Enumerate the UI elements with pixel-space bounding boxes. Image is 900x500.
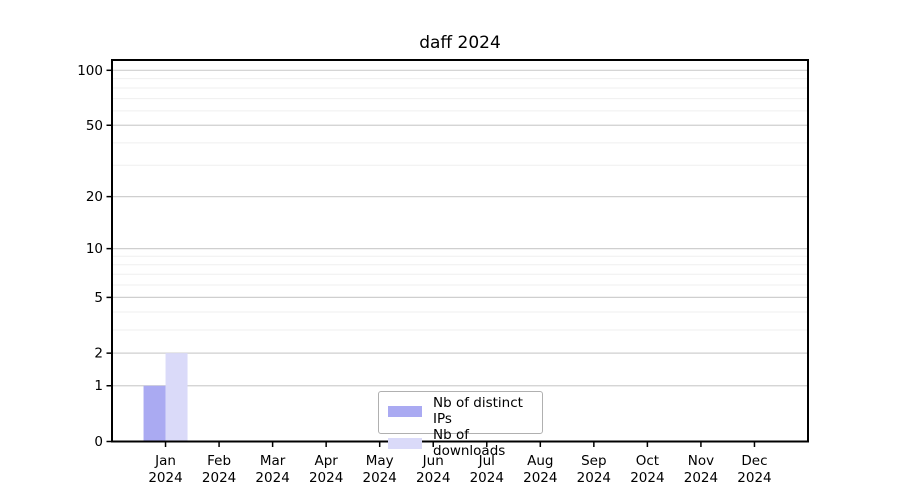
x-tick-label-month-oct: Oct bbox=[636, 453, 659, 469]
x-tick-label-month-apr: Apr bbox=[314, 453, 338, 469]
x-tick-label-year-may: 2024 bbox=[363, 470, 397, 486]
y-tick-label-50: 50 bbox=[86, 118, 103, 134]
legend-item-distinct-ips: Nb of distinct IPs bbox=[388, 395, 533, 427]
x-tick-label-month-nov: Nov bbox=[688, 453, 714, 469]
legend-label-distinct-ips: Nb of distinct IPs bbox=[433, 395, 523, 427]
x-tick-label-year-jun: 2024 bbox=[416, 470, 450, 486]
x-tick-label-year-jan: 2024 bbox=[148, 470, 182, 486]
x-tick-label-month-may: May bbox=[366, 453, 394, 469]
legend-swatch-downloads bbox=[388, 437, 422, 449]
x-tick-label-month-jan: Jan bbox=[154, 453, 176, 469]
y-tick-label-20: 20 bbox=[86, 189, 103, 205]
x-tick-label-month-feb: Feb bbox=[207, 453, 231, 469]
y-tick-label-10: 10 bbox=[86, 241, 103, 257]
x-tick-label-year-dec: 2024 bbox=[737, 470, 771, 486]
legend: Nb of distinct IPs Nb of downloads bbox=[378, 391, 543, 459]
y-tick-label-1: 1 bbox=[94, 378, 103, 394]
x-tick-label-year-apr: 2024 bbox=[309, 470, 343, 486]
x-tick-label-year-nov: 2024 bbox=[684, 470, 718, 486]
x-tick-label-month-mar: Mar bbox=[260, 453, 286, 469]
x-tick-label-year-aug: 2024 bbox=[523, 470, 557, 486]
legend-swatch-distinct-ips bbox=[388, 405, 422, 417]
y-tick-label-100: 100 bbox=[77, 63, 103, 79]
x-tick-label-month-jul: Jul bbox=[478, 453, 495, 469]
plot-spines bbox=[111, 59, 809, 443]
x-tick-label-year-jul: 2024 bbox=[470, 470, 504, 486]
chart-title: daff 2024 bbox=[419, 33, 501, 53]
y-tick-label-5: 5 bbox=[94, 290, 103, 306]
x-tick-label-year-sep: 2024 bbox=[577, 470, 611, 486]
x-tick-label-month-sep: Sep bbox=[581, 453, 606, 469]
x-tick-label-month-aug: Aug bbox=[527, 453, 553, 469]
y-tick-label-2: 2 bbox=[94, 346, 103, 362]
x-tick-label-year-feb: 2024 bbox=[202, 470, 236, 486]
bar-jan-series1 bbox=[165, 353, 188, 442]
x-tick-label-month-jun: Jun bbox=[422, 453, 444, 469]
x-tick-label-year-oct: 2024 bbox=[630, 470, 664, 486]
legend-item-downloads: Nb of downloads bbox=[388, 427, 533, 459]
bar-jan-series0 bbox=[143, 385, 166, 442]
legend-label-downloads: Nb of downloads bbox=[433, 427, 506, 459]
x-tick-label-month-dec: Dec bbox=[741, 453, 767, 469]
y-tick-label-0: 0 bbox=[94, 434, 103, 450]
x-tick-label-year-mar: 2024 bbox=[255, 470, 289, 486]
